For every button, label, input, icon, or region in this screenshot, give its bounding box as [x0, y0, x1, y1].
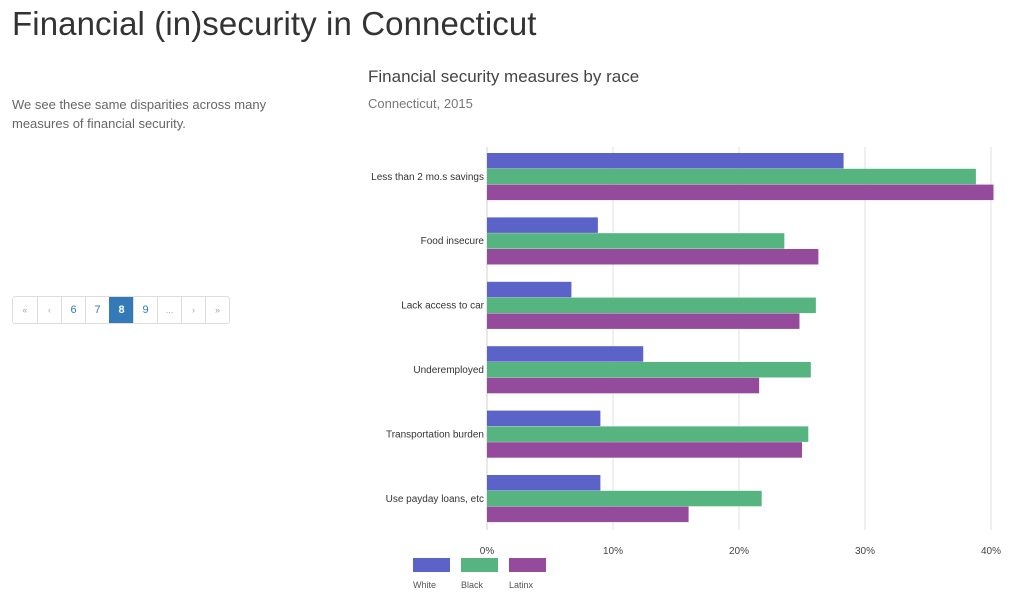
page-title: Financial (in)security in Connecticut [12, 5, 537, 42]
bar-black[interactable] [487, 233, 785, 249]
bar-latinx[interactable] [487, 506, 689, 523]
pagination-first-button[interactable]: « [22, 305, 28, 315]
x-tick-label: 10% [603, 546, 623, 557]
x-tick-label: 30% [855, 546, 875, 557]
pagination-ellipsis: ... [157, 297, 181, 323]
legend-label-latinx: Latinx [509, 580, 534, 590]
bar-white[interactable] [487, 410, 601, 427]
bar-white[interactable] [487, 217, 598, 233]
x-tick-label: 40% [981, 546, 1001, 557]
bar-latinx[interactable] [487, 377, 760, 394]
category-label: Food insecure [421, 236, 485, 247]
x-tick-label: 0% [480, 546, 495, 557]
category-label: Lack access to car [401, 301, 484, 312]
bar-black[interactable] [487, 362, 811, 378]
pagination-prev-button[interactable]: ‹ [37, 297, 61, 323]
bar-black[interactable] [487, 297, 816, 314]
category-label: Use payday loans, etc [386, 494, 484, 505]
legend-swatch-latinx[interactable] [509, 558, 546, 572]
category-label: Less than 2 mo.s savings [371, 172, 484, 183]
intro-text: We see these same disparities across man… [12, 97, 267, 131]
legend-label-black: Black [461, 580, 484, 590]
chart-title: Financial security measures by race [368, 67, 640, 86]
bar-latinx[interactable] [487, 442, 802, 458]
category-label: Underemployed [413, 365, 484, 376]
bar-black[interactable] [487, 168, 976, 185]
bar-black[interactable] [487, 490, 762, 507]
bar-black[interactable] [487, 426, 809, 442]
pagination: « ‹ 6 7 8 9... ›» [12, 296, 230, 324]
legend-label-white: White [413, 580, 436, 590]
pagination-page-8[interactable]: 8 [109, 297, 133, 323]
bar-white[interactable] [487, 281, 572, 298]
category-label: Transportation burden [386, 429, 484, 440]
bar-latinx[interactable] [487, 184, 994, 201]
bar-white[interactable] [487, 475, 601, 491]
bar-white[interactable] [487, 153, 844, 169]
pagination-page-6[interactable]: 6 [61, 297, 85, 323]
bar-latinx[interactable] [487, 313, 800, 329]
chart-subtitle: Connecticut, 2015 [368, 96, 473, 111]
pagination-page-7[interactable]: 7 [85, 297, 109, 323]
legend-swatch-black[interactable] [461, 558, 498, 572]
pagination-next-button[interactable]: › [181, 297, 205, 323]
pagination-page-9[interactable]: 9 [133, 297, 157, 323]
x-tick-label: 20% [729, 546, 749, 557]
pagination-last-button[interactable]: » [205, 297, 229, 323]
legend-swatch-white[interactable] [413, 558, 450, 572]
bar-white[interactable] [487, 346, 644, 362]
bar-latinx[interactable] [487, 249, 819, 265]
